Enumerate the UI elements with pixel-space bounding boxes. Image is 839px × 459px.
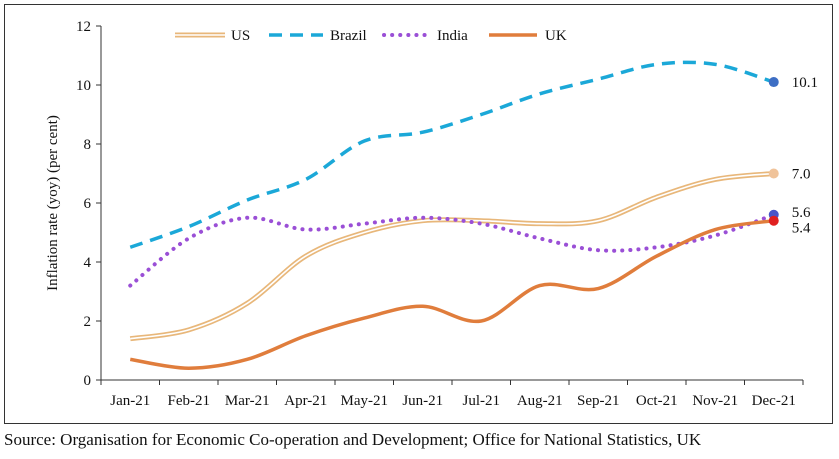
legend-label-uk: UK: [545, 28, 567, 44]
x-tick-label: Jun-21: [402, 393, 443, 409]
x-tick-label: Jul-21: [463, 393, 501, 409]
series-lines: [130, 62, 774, 368]
x-tick-label: Apr-21: [284, 393, 327, 409]
end-label-uk: 5.4: [792, 221, 811, 237]
y-tick-label: 0: [84, 373, 92, 389]
x-tick-label: Sep-21: [577, 393, 620, 409]
x-tick-label: Jan-21: [110, 393, 150, 409]
x-tick-label: Aug-21: [517, 393, 563, 409]
inflation-line-chart: 0 2 4 6 8 10 12 Jan-21 Feb-21 Mar-21 Apr-21 May-21 J…: [5, 5, 834, 425]
x-tick-label: Mar-21: [225, 393, 270, 409]
end-marker-us: [769, 169, 779, 179]
y-tick-label: 2: [84, 314, 92, 330]
end-marker-brazil: [769, 77, 779, 87]
y-tick-label: 4: [84, 255, 92, 271]
legend: US Brazil India UK: [175, 28, 567, 44]
end-label-brazil: 10.1: [792, 75, 818, 91]
end-marker-uk: [769, 216, 779, 226]
y-tick-label: 8: [84, 137, 92, 153]
legend-label-india: India: [437, 28, 468, 44]
axes: 0 2 4 6 8 10 12 Jan-21 Feb-21 Mar-21 Apr-21 May-21 J…: [45, 19, 803, 409]
y-tick-label: 10: [76, 78, 91, 94]
legend-label-brazil: Brazil: [330, 28, 367, 44]
x-tick-label: Nov-21: [692, 393, 738, 409]
x-tick-label: May-21: [341, 393, 389, 409]
end-label-us: 7.0: [792, 167, 811, 183]
source-note: Source: Organisation for Economic Co-ope…: [4, 430, 701, 450]
end-markers: 7.0 10.1 5.65.4: [769, 75, 818, 237]
end-label-india: 5.6: [792, 205, 811, 221]
x-tick-label: Oct-21: [636, 393, 678, 409]
x-tick-label: Dec-21: [752, 393, 796, 409]
y-tick-label: 6: [84, 196, 92, 212]
legend-label-us: US: [231, 28, 250, 44]
chart-frame: 0 2 4 6 8 10 12 Jan-21 Feb-21 Mar-21 Apr-21 May-21 J…: [4, 4, 833, 424]
y-axis-title: Inflation rate (yoy) (per cent): [45, 115, 61, 291]
series-line-india: [130, 215, 774, 286]
x-tick-label: Feb-21: [168, 393, 211, 409]
y-tick-label: 12: [76, 19, 91, 35]
